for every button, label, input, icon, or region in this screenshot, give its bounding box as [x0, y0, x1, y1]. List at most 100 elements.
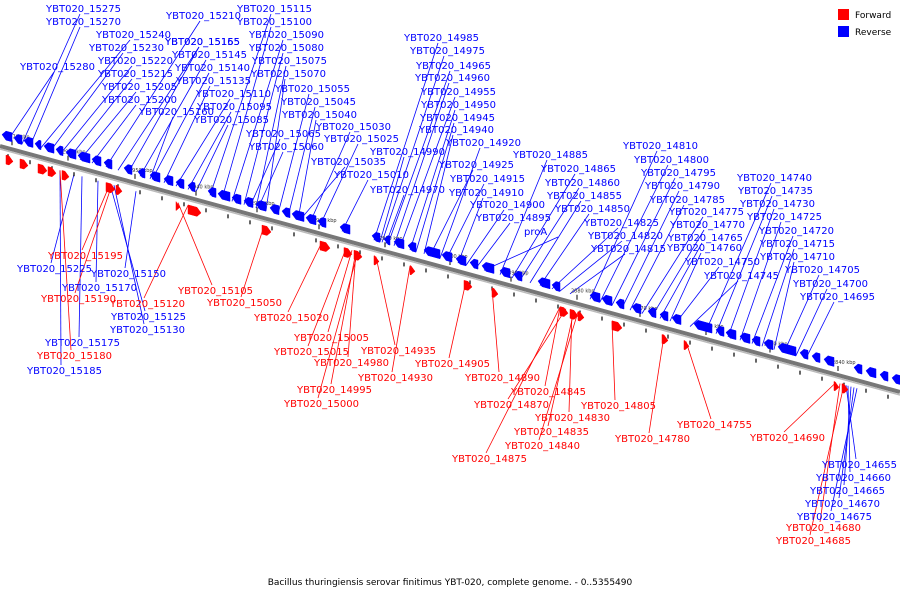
gene-label-rev-45[interactable]: YBT020_14970: [369, 185, 445, 196]
gene-label-revb-5[interactable]: YBT020_15175: [44, 338, 120, 349]
reverse-gene-12[interactable]: [149, 171, 161, 183]
gene-label-rev-69[interactable]: YBT020_14745: [703, 271, 779, 282]
gene-label-rev-6[interactable]: YBT020_15215: [97, 69, 173, 80]
reverse-gene-20[interactable]: [255, 200, 267, 212]
gene-label-fwd-20[interactable]: YBT020_14840: [504, 441, 580, 452]
gene-label-revb-4[interactable]: YBT020_15130: [109, 325, 185, 336]
reverse-gene-1[interactable]: [13, 134, 23, 145]
gene-label-rev-59[interactable]: YBT020_14810: [622, 141, 698, 152]
reverse-gene-11[interactable]: [137, 168, 146, 179]
reverse-gene-0[interactable]: [1, 130, 13, 143]
gene-label-rev-74[interactable]: YBT020_14720: [758, 226, 834, 237]
gene-label-rev-10[interactable]: YBT020_15165: [164, 37, 240, 48]
gene-label-rev-18[interactable]: YBT020_15085: [193, 115, 269, 126]
reverse-gene-13[interactable]: [163, 175, 174, 187]
reverse-gene-29[interactable]: [393, 238, 405, 250]
forward-gene-24[interactable]: [841, 383, 849, 394]
gene-label-rev-27[interactable]: YBT020_15040: [281, 110, 357, 121]
reverse-gene-8[interactable]: [91, 155, 102, 167]
reverse-gene-18[interactable]: [231, 193, 242, 205]
reverse-gene-38[interactable]: [537, 277, 551, 290]
gene-label-rev-48[interactable]: YBT020_14900: [469, 200, 545, 211]
gene-label-rev-63[interactable]: YBT020_14785: [649, 195, 725, 206]
gene-label-rev-0[interactable]: YBT020_15275: [45, 4, 121, 15]
reverse-gene-21[interactable]: [269, 204, 280, 216]
reverse-gene-2[interactable]: [23, 136, 34, 148]
gene-label-rev-16[interactable]: YBT020_15160: [138, 107, 214, 118]
gene-label-fwd-7[interactable]: YBT020_15005: [293, 333, 369, 344]
gene-label-rev-34[interactable]: YBT020_14985: [403, 33, 479, 44]
gene-label-rev-71[interactable]: YBT020_14735: [737, 186, 813, 197]
forward-gene-3[interactable]: [47, 166, 57, 177]
gene-label-rev-66[interactable]: YBT020_14765: [667, 233, 743, 244]
gene-label-fwd-6[interactable]: YBT020_15015: [273, 347, 349, 358]
gene-label-rev-26[interactable]: YBT020_15045: [280, 97, 356, 108]
reverse-gene-22[interactable]: [281, 207, 291, 219]
gene-label-rev-41[interactable]: YBT020_14940: [418, 125, 494, 136]
gene-label-fwd-5[interactable]: YBT020_15020: [253, 313, 329, 324]
reverse-gene-28[interactable]: [383, 235, 391, 246]
reverse-gene-39[interactable]: [551, 281, 561, 292]
forward-gene-23[interactable]: [833, 381, 840, 392]
forward-gene-19[interactable]: [577, 311, 585, 322]
gene-label-fwd-10[interactable]: YBT020_15000: [283, 399, 359, 410]
gene-label-fwd-21[interactable]: YBT020_14875: [451, 454, 527, 465]
gene-label-rev-13[interactable]: YBT020_15140: [174, 63, 250, 74]
gene-label-fwd-0[interactable]: YBT020_15195: [47, 251, 123, 262]
gene-label-rev-62[interactable]: YBT020_14790: [644, 181, 720, 192]
forward-gene-16[interactable]: [491, 287, 499, 298]
gene-label-fwd-4[interactable]: YBT020_15050: [206, 298, 282, 309]
gene-label-revt-2[interactable]: YBT020_14665: [809, 486, 885, 497]
gene-label-revb-3[interactable]: YBT020_15125: [110, 312, 186, 323]
gene-label-revt-1[interactable]: YBT020_14660: [815, 473, 891, 484]
gene-label-rev-58[interactable]: YBT020_14815: [590, 244, 666, 255]
gene-label-rev-60[interactable]: YBT020_14800: [633, 155, 709, 166]
reverse-gene-7[interactable]: [77, 151, 91, 164]
gene-label-fwd-15[interactable]: YBT020_15180: [36, 351, 112, 362]
reverse-gene-49[interactable]: [725, 328, 737, 341]
reverse-gene-50[interactable]: [739, 332, 751, 344]
reverse-gene-41[interactable]: [601, 294, 613, 307]
reverse-gene-16[interactable]: [207, 187, 217, 198]
reverse-gene-40[interactable]: [589, 291, 601, 303]
forward-gene-10[interactable]: [319, 240, 331, 252]
gene-label-rev-29[interactable]: YBT020_15060: [248, 142, 324, 153]
reverse-gene-43[interactable]: [631, 303, 642, 315]
reverse-gene-25[interactable]: [317, 217, 327, 228]
gene-label-fwd-19[interactable]: YBT020_14835: [513, 427, 589, 438]
gene-label-fwd-11[interactable]: YBT020_14935: [360, 346, 436, 357]
gene-label-rev-9[interactable]: YBT020_15210: [165, 11, 241, 22]
gene-label-rev-1[interactable]: YBT020_15270: [45, 17, 121, 28]
reverse-gene-26[interactable]: [339, 223, 351, 235]
gene-label-rev-70[interactable]: YBT020_14740: [736, 173, 812, 184]
gene-label-rev-65[interactable]: YBT020_14770: [669, 220, 745, 231]
reverse-gene-4[interactable]: [43, 142, 55, 154]
gene-label-fwd-26[interactable]: YBT020_14680: [785, 523, 861, 534]
gene-label-revt-4[interactable]: YBT020_14675: [796, 512, 872, 523]
gene-label-fwd-13[interactable]: YBT020_14905: [414, 359, 490, 370]
reverse-gene-19[interactable]: [243, 197, 254, 208]
gene-label-fwd-24[interactable]: YBT020_14755: [676, 420, 752, 431]
forward-gene-18[interactable]: [569, 308, 579, 320]
gene-label-rev-19[interactable]: YBT020_15115: [236, 4, 312, 15]
gene-label-rev-30[interactable]: YBT020_15030: [315, 122, 391, 133]
reverse-gene-45[interactable]: [659, 310, 669, 322]
gene-label-rev-15[interactable]: YBT020_15110: [195, 89, 271, 100]
gene-label-rev-52[interactable]: YBT020_14865: [540, 164, 616, 175]
reverse-gene-34[interactable]: [469, 258, 479, 270]
reverse-gene-42[interactable]: [615, 298, 625, 310]
gene-label-fwd-22[interactable]: YBT020_14805: [580, 401, 656, 412]
forward-gene-5[interactable]: [105, 182, 116, 194]
gene-label-rev-3[interactable]: YBT020_15230: [88, 43, 164, 54]
reverse-gene-24[interactable]: [305, 213, 317, 226]
gene-label-rev-33[interactable]: YBT020_15010: [333, 170, 409, 181]
gene-label-rev-40[interactable]: YBT020_14945: [419, 113, 495, 124]
forward-gene-6[interactable]: [115, 184, 123, 196]
gene-label-rev-76[interactable]: YBT020_14710: [759, 252, 835, 263]
gene-label-fwd-25[interactable]: YBT020_14690: [749, 433, 825, 444]
forward-gene-8[interactable]: [187, 204, 202, 217]
gene-label-rev-22[interactable]: YBT020_15080: [248, 43, 324, 54]
gene-label-revb-2[interactable]: YBT020_15150: [90, 269, 166, 280]
gene-label-revb-6[interactable]: YBT020_15185: [26, 366, 102, 377]
gene-label-rev-56[interactable]: YBT020_14825: [583, 218, 659, 229]
